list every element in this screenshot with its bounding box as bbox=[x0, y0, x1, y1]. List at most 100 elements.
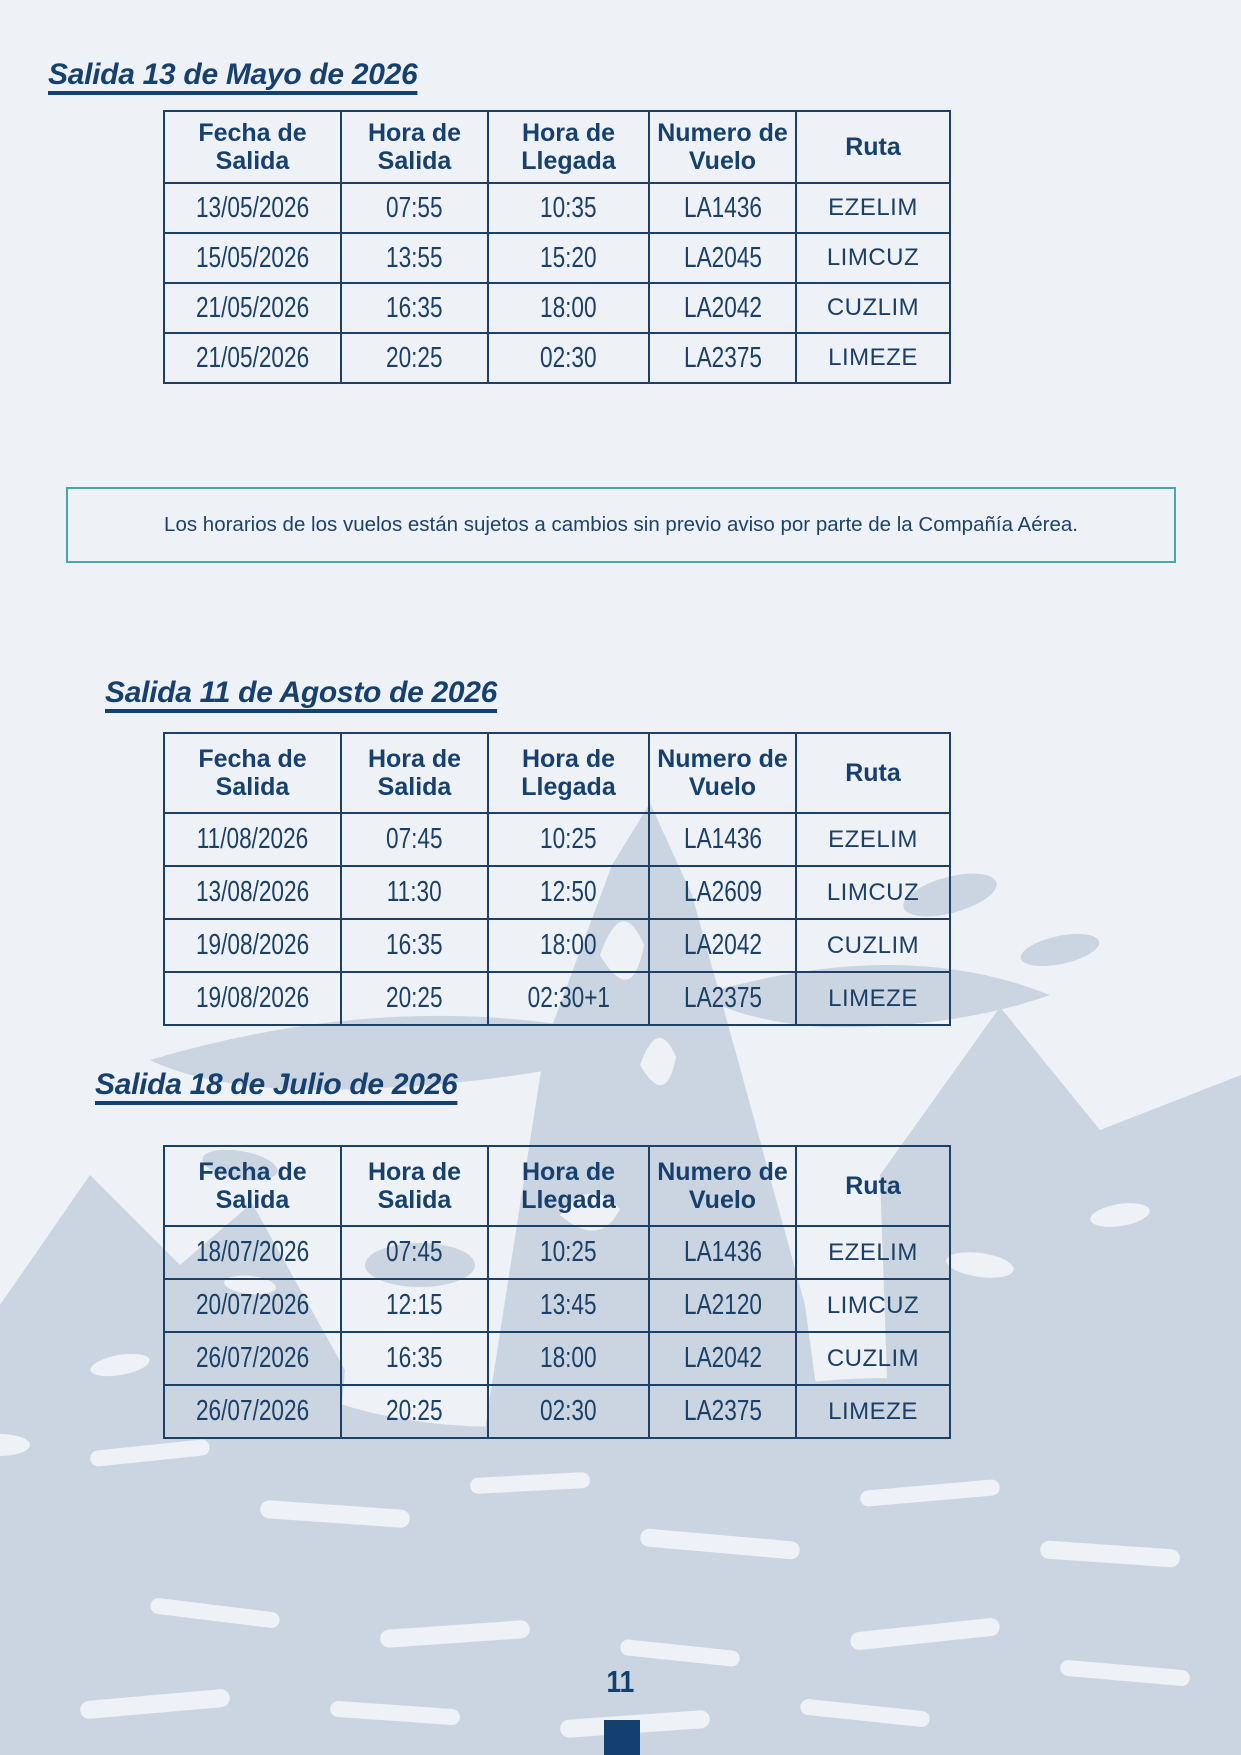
col-hora-salida: Hora de Salida bbox=[340, 732, 489, 814]
table-cell: LA2042 bbox=[648, 282, 797, 334]
col-fecha-salida: Fecha de Salida bbox=[163, 732, 342, 814]
col-fecha-salida: Fecha de Salida bbox=[163, 110, 342, 184]
table-cell: EZELIM bbox=[795, 1225, 951, 1280]
col-numero-vuelo: Numero de Vuelo bbox=[648, 110, 797, 184]
table-cell: 02:30+1 bbox=[487, 971, 650, 1026]
table-cell: 16:35 bbox=[340, 282, 489, 334]
table-cell: 26/07/2026 bbox=[163, 1384, 342, 1439]
table-cell: 21/05/2026 bbox=[163, 332, 342, 384]
table-cell: LA1436 bbox=[648, 182, 797, 234]
table-cell: 15:20 bbox=[487, 232, 650, 284]
table-header-row: Fecha de Salida Hora de Salida Hora de L… bbox=[163, 732, 951, 814]
flight-table-agosto: Fecha de Salida Hora de Salida Hora de L… bbox=[163, 732, 951, 1026]
col-hora-salida: Hora de Salida bbox=[340, 110, 489, 184]
table-cell: CUZLIM bbox=[795, 282, 951, 334]
table-cell: LIMEZE bbox=[795, 971, 951, 1026]
table-cell: 10:25 bbox=[487, 1225, 650, 1280]
table-cell: LA2045 bbox=[648, 232, 797, 284]
table-cell: LA2120 bbox=[648, 1278, 797, 1333]
table-row: 11/08/2026 07:45 10:25 LA1436 EZELIM bbox=[163, 812, 951, 867]
schedule-disclaimer-box: Los horarios de los vuelos están sujetos… bbox=[66, 487, 1176, 563]
table-cell: 07:45 bbox=[340, 812, 489, 867]
table-row: 20/07/2026 12:15 13:45 LA2120 LIMCUZ bbox=[163, 1278, 951, 1333]
table-cell: LIMCUZ bbox=[795, 232, 951, 284]
table-cell: 15/05/2026 bbox=[163, 232, 342, 284]
table-cell: 21/05/2026 bbox=[163, 282, 342, 334]
table-cell: 13/05/2026 bbox=[163, 182, 342, 234]
table-cell: 26/07/2026 bbox=[163, 1331, 342, 1386]
col-hora-llegada: Hora de Llegada bbox=[487, 1145, 650, 1227]
table-cell: 11/08/2026 bbox=[163, 812, 342, 867]
table-row: 19/08/2026 16:35 18:00 LA2042 CUZLIM bbox=[163, 918, 951, 973]
col-ruta: Ruta bbox=[795, 110, 951, 184]
section-title-mayo: Salida 13 de Mayo de 2026 bbox=[48, 58, 418, 91]
table-cell: LA2042 bbox=[648, 918, 797, 973]
col-fecha-salida: Fecha de Salida bbox=[163, 1145, 342, 1227]
table-cell: 20:25 bbox=[340, 1384, 489, 1439]
table-cell: EZELIM bbox=[795, 812, 951, 867]
table-row: 13/08/2026 11:30 12:50 LA2609 LIMCUZ bbox=[163, 865, 951, 920]
table-cell: 02:30 bbox=[487, 332, 650, 384]
table-row: 26/07/2026 16:35 18:00 LA2042 CUZLIM bbox=[163, 1331, 951, 1386]
table-row: 15/05/2026 13:55 15:20 LA2045 LIMCUZ bbox=[163, 232, 951, 284]
page-number: 11 bbox=[606, 1664, 635, 1699]
flight-table-mayo: Fecha de Salida Hora de Salida Hora de L… bbox=[163, 110, 951, 384]
table-cell: 13:45 bbox=[487, 1278, 650, 1333]
col-ruta: Ruta bbox=[795, 732, 951, 814]
table-cell: 02:30 bbox=[487, 1384, 650, 1439]
table-cell: 18:00 bbox=[487, 918, 650, 973]
table-cell: 12:50 bbox=[487, 865, 650, 920]
table-cell: LA2042 bbox=[648, 1331, 797, 1386]
table-cell: 19/08/2026 bbox=[163, 918, 342, 973]
table-cell: LIMEZE bbox=[795, 1384, 951, 1439]
table-cell: LIMCUZ bbox=[795, 865, 951, 920]
col-hora-llegada: Hora de Llegada bbox=[487, 732, 650, 814]
table-cell: CUZLIM bbox=[795, 918, 951, 973]
table-cell: 07:45 bbox=[340, 1225, 489, 1280]
table-cell: 11:30 bbox=[340, 865, 489, 920]
table-cell: LA1436 bbox=[648, 1225, 797, 1280]
col-hora-llegada: Hora de Llegada bbox=[487, 110, 650, 184]
table-row: 21/05/2026 20:25 02:30 LA2375 LIMEZE bbox=[163, 332, 951, 384]
table-cell: 16:35 bbox=[340, 918, 489, 973]
section-title-agosto: Salida 11 de Agosto de 2026 bbox=[105, 676, 498, 709]
table-cell: 18:00 bbox=[487, 1331, 650, 1386]
table-cell: 18/07/2026 bbox=[163, 1225, 342, 1280]
col-ruta: Ruta bbox=[795, 1145, 951, 1227]
table-cell: 16:35 bbox=[340, 1331, 489, 1386]
table-cell: 12:15 bbox=[340, 1278, 489, 1333]
table-cell: 18:00 bbox=[487, 282, 650, 334]
table-cell: LA2609 bbox=[648, 865, 797, 920]
col-numero-vuelo: Numero de Vuelo bbox=[648, 732, 797, 814]
table-cell: 20:25 bbox=[340, 332, 489, 384]
table-cell: CUZLIM bbox=[795, 1331, 951, 1386]
table-cell: 13:55 bbox=[340, 232, 489, 284]
table-cell: LA1436 bbox=[648, 812, 797, 867]
table-row: 13/05/2026 07:55 10:35 LA1436 EZELIM bbox=[163, 182, 951, 234]
table-row: 19/08/2026 20:25 02:30+1 LA2375 LIMEZE bbox=[163, 971, 951, 1026]
table-cell: 19/08/2026 bbox=[163, 971, 342, 1026]
table-cell: 20:25 bbox=[340, 971, 489, 1026]
table-cell: LIMCUZ bbox=[795, 1278, 951, 1333]
col-numero-vuelo: Numero de Vuelo bbox=[648, 1145, 797, 1227]
table-header-row: Fecha de Salida Hora de Salida Hora de L… bbox=[163, 1145, 951, 1227]
table-cell: LIMEZE bbox=[795, 332, 951, 384]
footer-square-decoration bbox=[604, 1720, 640, 1755]
table-cell: 13/08/2026 bbox=[163, 865, 342, 920]
table-cell: LA2375 bbox=[648, 1384, 797, 1439]
flight-table-julio: Fecha de Salida Hora de Salida Hora de L… bbox=[163, 1145, 951, 1439]
table-cell: LA2375 bbox=[648, 971, 797, 1026]
table-cell: 10:25 bbox=[487, 812, 650, 867]
table-cell: 10:35 bbox=[487, 182, 650, 234]
table-cell: LA2375 bbox=[648, 332, 797, 384]
table-header-row: Fecha de Salida Hora de Salida Hora de L… bbox=[163, 110, 951, 184]
table-cell: 07:55 bbox=[340, 182, 489, 234]
table-cell: 20/07/2026 bbox=[163, 1278, 342, 1333]
col-hora-salida: Hora de Salida bbox=[340, 1145, 489, 1227]
schedule-disclaimer-text: Los horarios de los vuelos están sujetos… bbox=[164, 513, 1078, 537]
table-row: 21/05/2026 16:35 18:00 LA2042 CUZLIM bbox=[163, 282, 951, 334]
section-title-julio: Salida 18 de Julio de 2026 bbox=[95, 1068, 458, 1101]
table-cell: EZELIM bbox=[795, 182, 951, 234]
table-row: 18/07/2026 07:45 10:25 LA1436 EZELIM bbox=[163, 1225, 951, 1280]
